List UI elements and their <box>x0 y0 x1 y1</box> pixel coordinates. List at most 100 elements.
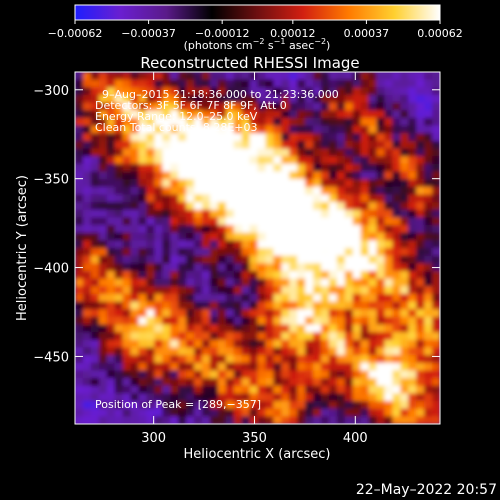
heatmap-cell <box>265 408 274 417</box>
heatmap-cell <box>424 362 433 372</box>
heatmap-cell <box>368 202 378 211</box>
heatmap-cell <box>106 309 116 318</box>
heatmap-cell <box>313 125 322 134</box>
heatmap-cell <box>408 301 417 310</box>
heatmap-cell <box>305 171 314 180</box>
heatmap-cell <box>328 194 338 203</box>
heatmap-cell <box>162 186 171 196</box>
heatmap-cell <box>416 148 425 157</box>
heatmap-cell <box>392 347 401 356</box>
heatmap-cell <box>400 240 409 249</box>
heatmap-cell <box>90 156 100 165</box>
heatmap-cell <box>281 393 290 402</box>
heatmap-cell <box>201 278 211 287</box>
heatmap-cell <box>146 286 155 295</box>
heatmap-cell <box>305 140 314 150</box>
heatmap-cell <box>162 125 171 134</box>
heatmap-cell <box>122 385 132 394</box>
heatmap-cell <box>432 148 440 157</box>
heatmap-cell <box>122 110 132 119</box>
heatmap-cell <box>328 248 338 257</box>
heatmap-cell <box>376 355 386 364</box>
heatmap-cell <box>392 301 401 310</box>
heatmap-cell <box>289 255 298 264</box>
heatmap-cell <box>360 171 370 180</box>
heatmap-cell <box>344 293 354 303</box>
heatmap-cell <box>98 278 108 287</box>
heatmap-cell <box>352 408 362 417</box>
heatmap-cell <box>384 248 393 257</box>
heatmap-cell <box>114 347 124 356</box>
heatmap-cell <box>233 324 243 333</box>
heatmap-cell <box>186 140 195 150</box>
heatmap-cell <box>130 240 140 249</box>
heatmap-cell <box>257 133 267 142</box>
heatmap-cell <box>138 316 148 326</box>
heatmap-cell <box>392 102 401 111</box>
heatmap-cell <box>146 309 155 318</box>
heatmap-cell <box>217 202 227 211</box>
heatmap-cell <box>122 117 132 127</box>
heatmap-cell <box>217 110 227 119</box>
heatmap-cell <box>194 416 203 424</box>
heatmap-cell <box>257 393 267 402</box>
heatmap-cell <box>432 217 440 226</box>
heatmap-cell <box>122 240 132 249</box>
heatmap-cell <box>186 263 195 272</box>
heatmap-cell <box>408 133 417 142</box>
heatmap-cell <box>201 286 211 295</box>
heatmap-cell <box>114 385 124 394</box>
heatmap-cell <box>225 240 235 249</box>
heatmap-cell <box>352 194 362 203</box>
heatmap-cell <box>178 339 187 349</box>
heatmap-cell <box>328 79 338 88</box>
heatmap-cell <box>201 401 211 410</box>
heatmap-cell <box>408 110 417 119</box>
heatmap-cell <box>368 324 378 333</box>
heatmap-cell <box>178 301 187 310</box>
heatmap-cell <box>344 309 354 318</box>
heatmap-cell <box>82 316 92 326</box>
heatmap-cell <box>154 94 163 104</box>
heatmap-cell <box>281 278 290 287</box>
heatmap-cell <box>281 72 290 81</box>
heatmap-cell <box>82 393 92 402</box>
heatmap-cell <box>257 270 267 280</box>
heatmap-cell <box>146 163 155 173</box>
heatmap-cell <box>249 401 259 410</box>
heatmap-cell <box>305 156 314 165</box>
heatmap-cell <box>194 362 203 372</box>
heatmap-cell <box>90 378 100 387</box>
heatmap-cell <box>352 362 362 372</box>
heatmap-cell <box>178 401 187 410</box>
heatmap-cell <box>209 347 219 356</box>
heatmap-cell <box>281 194 290 203</box>
heatmap-cell <box>162 416 171 424</box>
heatmap-cell <box>146 401 155 410</box>
heatmap-cell <box>194 393 203 402</box>
heatmap-cell <box>360 286 370 295</box>
heatmap-cell <box>233 179 243 188</box>
heatmap-cell <box>178 393 187 402</box>
heatmap-cell <box>217 286 227 295</box>
heatmap-cell <box>360 194 370 203</box>
heatmap-cell <box>201 102 211 111</box>
colorbar-tick-label: −0.00037 <box>121 27 176 40</box>
heatmap-cell <box>368 393 378 402</box>
heatmap-cell <box>360 347 370 356</box>
heatmap-cell <box>384 339 393 349</box>
heatmap-cell <box>368 286 378 295</box>
heatmap-cell <box>416 339 425 349</box>
heatmap-cell <box>376 72 386 81</box>
heatmap-cell <box>130 332 140 341</box>
heatmap-cell <box>368 117 378 127</box>
heatmap-cell <box>241 270 251 280</box>
heatmap-cell <box>400 133 409 142</box>
heatmap-cell <box>154 163 163 173</box>
heatmap-cell <box>281 125 290 134</box>
heatmap-cell <box>360 156 370 165</box>
heatmap-cell <box>368 362 378 372</box>
heatmap-cell <box>313 370 322 379</box>
heatmap-cell <box>75 416 84 424</box>
heatmap-cell <box>138 416 148 424</box>
